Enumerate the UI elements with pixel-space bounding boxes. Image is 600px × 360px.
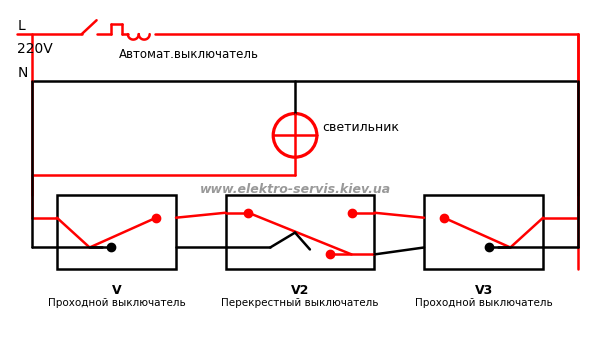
Bar <box>57 195 176 269</box>
Text: 220V: 220V <box>17 42 53 56</box>
Text: www.elektro-servis.kiev.ua: www.elektro-servis.kiev.ua <box>199 184 391 197</box>
Text: Автомат.выключатель: Автомат.выключатель <box>118 49 259 62</box>
Text: V2: V2 <box>291 284 309 297</box>
Text: V3: V3 <box>475 284 493 297</box>
Text: светильник: светильник <box>322 121 399 134</box>
Text: N: N <box>17 66 28 80</box>
Text: V: V <box>112 284 121 297</box>
Bar <box>226 195 374 269</box>
Bar <box>424 195 543 269</box>
Text: Проходной выключатель: Проходной выключатель <box>47 298 185 308</box>
Text: Перекрестный выключатель: Перекрестный выключатель <box>221 298 379 308</box>
Text: L: L <box>17 19 25 33</box>
Text: Проходной выключатель: Проходной выключатель <box>415 298 553 308</box>
